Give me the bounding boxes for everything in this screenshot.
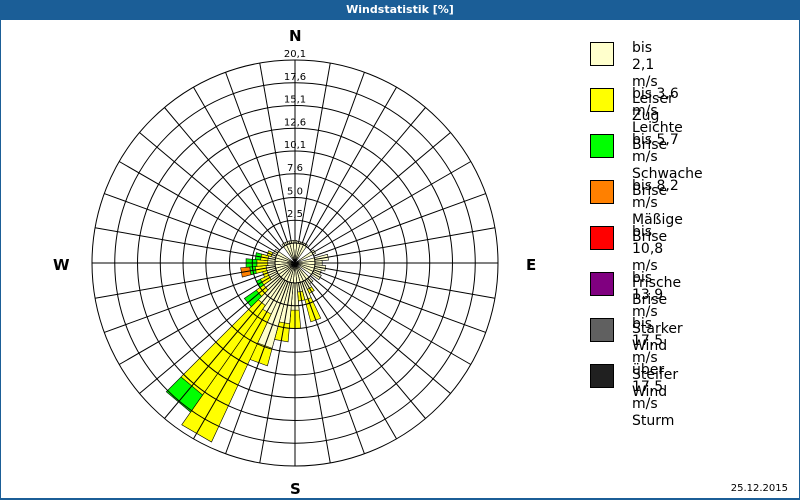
legend-swatch [590, 226, 614, 250]
grid-spoke [309, 275, 451, 394]
grid-spoke [118, 272, 278, 365]
legend-swatch [590, 42, 614, 66]
legend-swatch [590, 272, 614, 296]
grid-spoke [118, 161, 278, 254]
legend-range: bis 17,5 m/s [632, 316, 664, 366]
legend-name: Schwache Brise [632, 166, 703, 199]
legend-swatch [590, 318, 614, 342]
grid-spoke [259, 282, 293, 464]
legend-swatch [590, 180, 614, 204]
legend-swatch [590, 88, 614, 112]
grid-spoke [304, 280, 397, 440]
grid-spoke [193, 86, 286, 246]
legend-name: Steifer Wind [632, 367, 679, 400]
grid-spoke [259, 62, 293, 244]
compass-east-label: E [526, 256, 537, 274]
compass-north-label: N [289, 27, 302, 45]
legend-name: Mäßige Brise [632, 212, 683, 245]
grid-spoke [313, 193, 486, 257]
grid-spoke [312, 272, 472, 365]
legend-range: bis 13,9 m/s [632, 270, 664, 320]
ring-tick-label: 5,0 [287, 186, 303, 197]
legend-swatch [590, 364, 614, 388]
grid-spoke [297, 62, 331, 244]
ring-tick-label: 10,1 [284, 140, 306, 151]
ring-tick-label: 17,6 [284, 72, 306, 83]
ring-tick-labels: 2,5 5,0 7,6 10,1 12,6 15,1 17,6 20,1 [284, 49, 306, 220]
legend-name: Leichte Brise [632, 120, 683, 153]
compass-west-label: W [53, 256, 70, 274]
compass-south-label: S [290, 480, 301, 498]
grid-spoke [309, 132, 451, 251]
grid-spoke [297, 282, 331, 464]
grid-spoke [225, 72, 289, 245]
grid-spoke [139, 275, 281, 394]
grid-spoke [301, 72, 365, 245]
legend-name: Sturm [632, 413, 675, 429]
grid-spoke [104, 193, 277, 257]
grid-spoke [314, 227, 496, 261]
ring-tick-label: 20,1 [284, 49, 306, 60]
grid-spoke [164, 277, 283, 419]
grid-spoke [301, 281, 365, 454]
grid-spoke [313, 269, 486, 333]
grid-spoke [307, 107, 426, 249]
wind-rose-grid [91, 59, 499, 467]
grid-spoke [94, 227, 276, 261]
legend-name: Frische Brise [632, 275, 682, 308]
grid-spoke [307, 277, 426, 419]
legend-range: bis 10,8 m/s [632, 224, 664, 274]
legend-swatch [590, 134, 614, 158]
window-title: Windstatistik [%] [0, 0, 800, 20]
legend-name: Leiser Zug [632, 91, 674, 124]
ring-tick-label: 7,6 [287, 163, 303, 174]
grid-spoke [314, 265, 496, 299]
grid-spoke [104, 269, 277, 333]
grid-spoke [304, 86, 397, 246]
grid-spoke [193, 280, 286, 440]
grid-spoke [312, 161, 472, 254]
legend-range: bis 2,1 m/s [632, 40, 658, 90]
ring-tick-label: 12,6 [284, 117, 306, 128]
grid-spoke [94, 265, 276, 299]
legend-range: über 17,5 m/s [632, 362, 665, 412]
wind-rose-bars [165, 240, 329, 443]
legend-name: Starker Wind [632, 321, 683, 354]
legend-range: bis 5,7 m/s [632, 132, 679, 165]
ring-tick-label: 15,1 [284, 95, 306, 106]
grid-spoke [164, 107, 283, 249]
grid-spoke [225, 281, 289, 454]
legend-range: bis 3,6 m/s [632, 86, 679, 119]
date-label: 25.12.2015 [730, 483, 788, 494]
ring-tick-label: 2,5 [287, 209, 303, 220]
legend-range: bis 8,2 m/s [632, 178, 679, 211]
grid-spoke [139, 132, 281, 251]
